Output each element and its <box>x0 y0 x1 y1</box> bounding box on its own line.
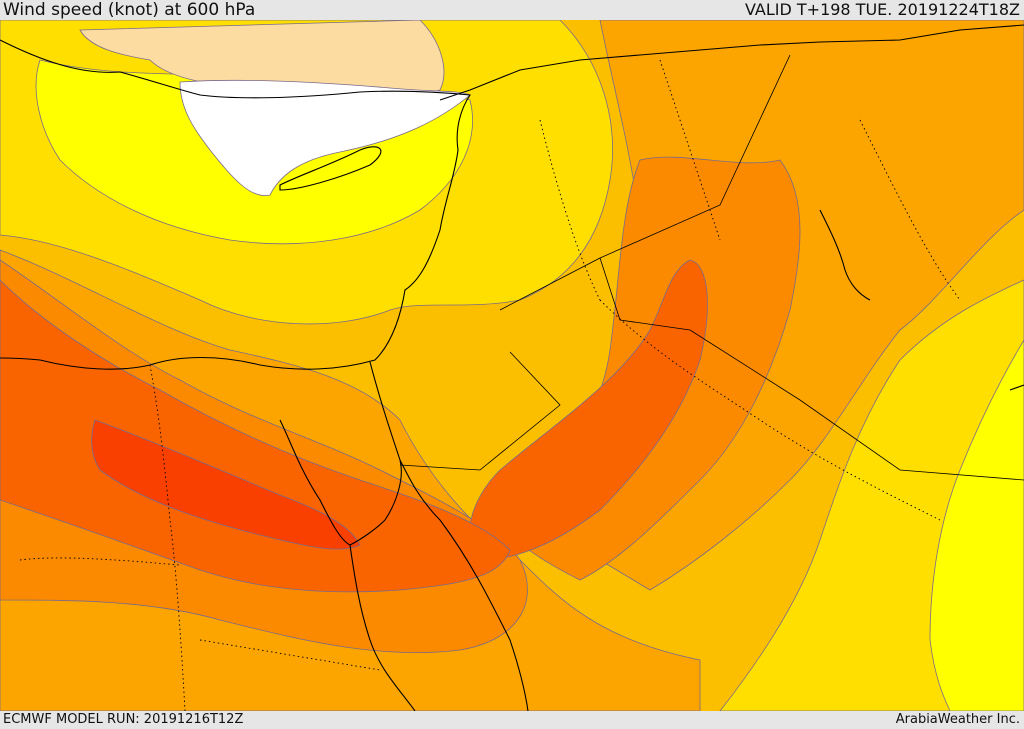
wind-band-red-orange-sw <box>0 279 511 593</box>
map-footer: ECMWF MODEL RUN: 20191216T12Z ArabiaWeat… <box>0 711 1024 729</box>
wind-band-bright-yellow-east <box>929 339 1024 711</box>
wind-band-calm <box>179 79 471 197</box>
coastlines <box>0 24 1024 711</box>
map-title: Wind speed (knot) at 600 hPa <box>3 0 256 20</box>
wind-band-deep-red-sw <box>91 419 361 550</box>
credit-label: ArabiaWeather Inc. <box>895 712 1020 727</box>
borders-dotted <box>19 59 961 711</box>
valid-time: VALID T+198 TUE. 20191224T18Z <box>744 0 1020 19</box>
borders-solid <box>399 54 1024 481</box>
map-header: Wind speed (knot) at 600 hPa VALID T+198… <box>0 0 1024 20</box>
wind-speed-map[interactable] <box>0 20 1024 711</box>
model-run: ECMWF MODEL RUN: 20191216T12Z <box>3 712 244 727</box>
